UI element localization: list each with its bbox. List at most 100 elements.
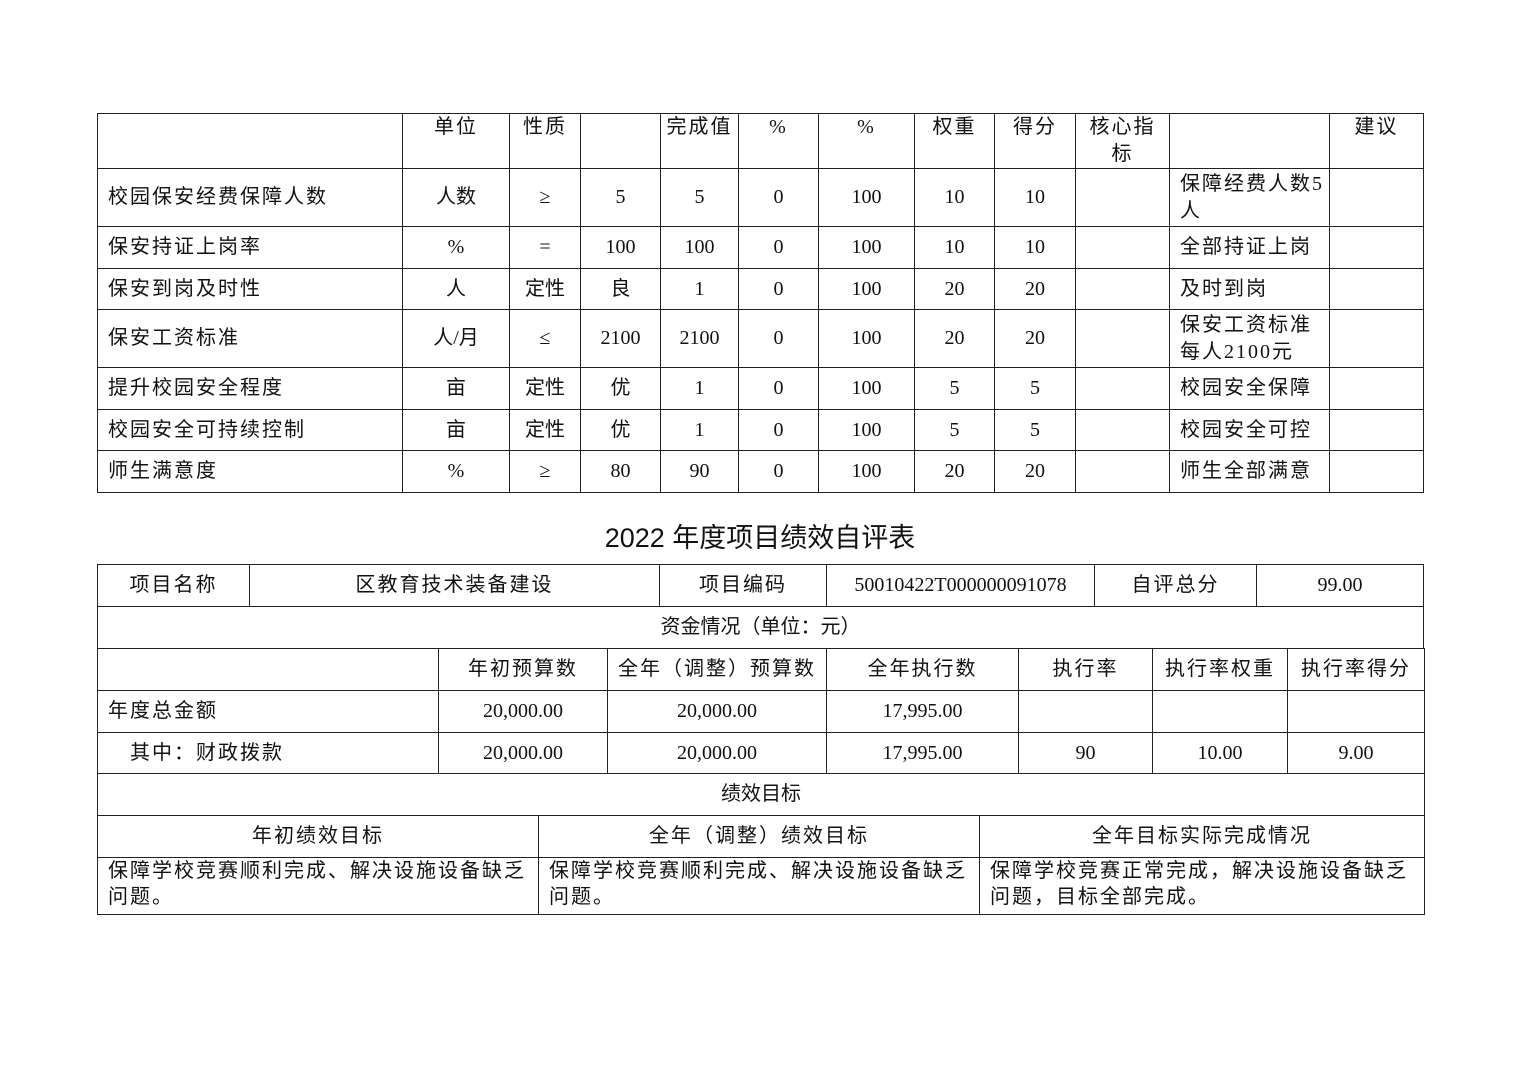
table-row: 师生满意度% ≥80 90 0 100 20 20 师生全部满意 xyxy=(97,450,1424,493)
table-row: 提升校园安全程度亩定性优 1 0 100 5 5 校园安全保障 xyxy=(97,367,1424,410)
goal-col-adjusted: 全年（调整）绩效目标 xyxy=(538,815,980,858)
header-cell: 得分 xyxy=(994,113,1076,169)
table-cell: 1 xyxy=(660,268,739,310)
table-cell: 5 xyxy=(580,168,661,227)
table-cell: 20 xyxy=(994,268,1076,310)
table-cell: 5 xyxy=(994,367,1076,410)
table-cell: 亩 xyxy=(402,367,510,410)
goals-header: 绩效目标 xyxy=(96,773,1426,816)
table-cell: 保障经费人数5人 xyxy=(1169,168,1330,227)
header-row: 单位 性质 完成值%% 权重 得分 核心指标 建议 xyxy=(97,113,1424,169)
table-row: 校园保安经费保障人数 人数 ≥5 5 0 100 10 10 保障经费人数5人 xyxy=(97,168,1424,227)
header-cell: % xyxy=(818,113,915,169)
table-cell: 优 xyxy=(580,409,661,451)
table-row: 保安到岗及时性人定性良 1 0 100 20 20 及时到岗 xyxy=(97,268,1424,310)
table-cell: 100 xyxy=(818,268,915,310)
table-cell: 100 xyxy=(818,367,915,410)
header-cell: 权重 xyxy=(914,113,995,169)
table-cell xyxy=(1075,309,1170,368)
goal-col-actual: 全年目标实际完成情况 xyxy=(978,815,1426,858)
table-cell: 1 xyxy=(660,367,739,410)
table-cell: 2100 xyxy=(660,309,739,368)
funds-cell: 20,000.00 xyxy=(607,732,827,774)
goal-col-initial: 年初绩效目标 xyxy=(97,815,539,858)
table-cell xyxy=(1329,367,1424,410)
table-cell: 师生全部满意 xyxy=(1169,450,1330,493)
goal-initial: 保障学校竞赛顺利完成、解决设施设备缺乏问题。 xyxy=(97,857,539,915)
funds-cell: 17,995.00 xyxy=(826,732,1019,774)
table-cell: 定性 xyxy=(509,409,581,451)
table-cell: 20 xyxy=(914,309,995,368)
table-cell: 0 xyxy=(738,268,819,310)
table-cell xyxy=(1075,168,1170,227)
funds-cell: 17,995.00 xyxy=(826,690,1019,733)
table-cell: 保安持证上岗率 xyxy=(97,226,403,269)
form-title: 2022 年度项目绩效自评表 xyxy=(604,523,916,553)
table-cell: 0 xyxy=(738,409,819,451)
funds-cell xyxy=(1152,690,1288,733)
table-cell: 100 xyxy=(660,226,739,269)
table-cell: 校园安全保障 xyxy=(1169,367,1330,410)
table-cell: 保安工资标准每人2100元 xyxy=(1169,309,1330,368)
funds-cell: 10.00 xyxy=(1152,732,1288,774)
table-cell: 100 xyxy=(818,309,915,368)
table-cell: 5 xyxy=(660,168,739,227)
header-cell: 性质 xyxy=(509,113,581,169)
table-cell: 定性 xyxy=(509,367,581,410)
table-cell xyxy=(1075,226,1170,269)
table-cell: 100 xyxy=(818,168,915,227)
project-code: 50010422T000000091078 xyxy=(826,564,1095,607)
table-cell: 人数 xyxy=(402,168,510,227)
project-name-label: 项目名称 xyxy=(97,564,250,607)
goals-table: 绩效目标 年初绩效目标 全年（调整）绩效目标 全年目标实际完成情况 保障学校竞赛… xyxy=(96,773,1426,915)
table-cell: 师生满意度 xyxy=(97,450,403,493)
table-cell: 校园保安经费保障人数 xyxy=(97,168,403,227)
table-cell: ≤ xyxy=(509,309,581,368)
table-cell: 5 xyxy=(994,409,1076,451)
funds-column-header xyxy=(97,648,439,691)
table-cell: 80 xyxy=(580,450,661,493)
table-row: 保安持证上岗率% = 100 100 0 100 10 10 全部持证上岗 xyxy=(97,226,1424,269)
table-cell: 90 xyxy=(660,450,739,493)
table-cell xyxy=(1329,268,1424,310)
table-cell: 校园安全可控 xyxy=(1169,409,1330,451)
table-cell: 保安到岗及时性 xyxy=(97,268,403,310)
table-cell: 20 xyxy=(914,450,995,493)
funds-cell: 年度总金额 xyxy=(97,690,439,733)
table-cell: 全部持证上岗 xyxy=(1169,226,1330,269)
table-cell: 10 xyxy=(994,226,1076,269)
table-cell: 5 xyxy=(914,367,995,410)
funds-cell: 20,000.00 xyxy=(438,690,608,733)
header-cell xyxy=(1169,113,1330,169)
funds-header: 资金情况（单位：元） xyxy=(97,606,1424,649)
table-cell: 0 xyxy=(738,367,819,410)
table-cell: 100 xyxy=(818,450,915,493)
table-cell: 10 xyxy=(994,168,1076,227)
funds-column-header: 全年执行数 xyxy=(826,648,1019,691)
funds-cell: 其中：财政拨款 xyxy=(97,732,439,774)
table-cell: 0 xyxy=(738,168,819,227)
table-cell: 10 xyxy=(914,226,995,269)
funds-header-row: 年初预算数 全年（调整）预算数 全年执行数 执行率 执行率权重 执行率得分 xyxy=(97,648,1425,691)
table-cell: 100 xyxy=(818,226,915,269)
funds-cell: 20,000.00 xyxy=(438,732,608,774)
goal-actual: 保障学校竞赛正常完成，解决设施设备缺乏问题，目标全部完成。 xyxy=(978,857,1426,915)
table-cell xyxy=(1075,409,1170,451)
table-cell: 100 xyxy=(818,409,915,451)
funds-cell: 20,000.00 xyxy=(607,690,827,733)
table-cell: 2100 xyxy=(580,309,661,368)
header-cell: 建议 xyxy=(1329,113,1424,169)
table-cell: 100 xyxy=(580,226,661,269)
header-cell: 单位 xyxy=(402,113,510,169)
table-cell: ≥ xyxy=(509,450,581,493)
funds-cell: 90 xyxy=(1018,732,1153,774)
funds-table: 年初预算数 全年（调整）预算数 全年执行数 执行率 执行率权重 执行率得分 年度总金额 20,… xyxy=(97,648,1425,774)
table-cell: 0 xyxy=(738,450,819,493)
table-cell: 5 xyxy=(914,409,995,451)
table-cell: 提升校园安全程度 xyxy=(97,367,403,410)
table-cell: % xyxy=(402,450,510,493)
header-cell: % xyxy=(738,113,819,169)
table-cell xyxy=(1075,268,1170,310)
header-cell: 核心指标 xyxy=(1075,113,1170,169)
table-cell xyxy=(1075,450,1170,493)
